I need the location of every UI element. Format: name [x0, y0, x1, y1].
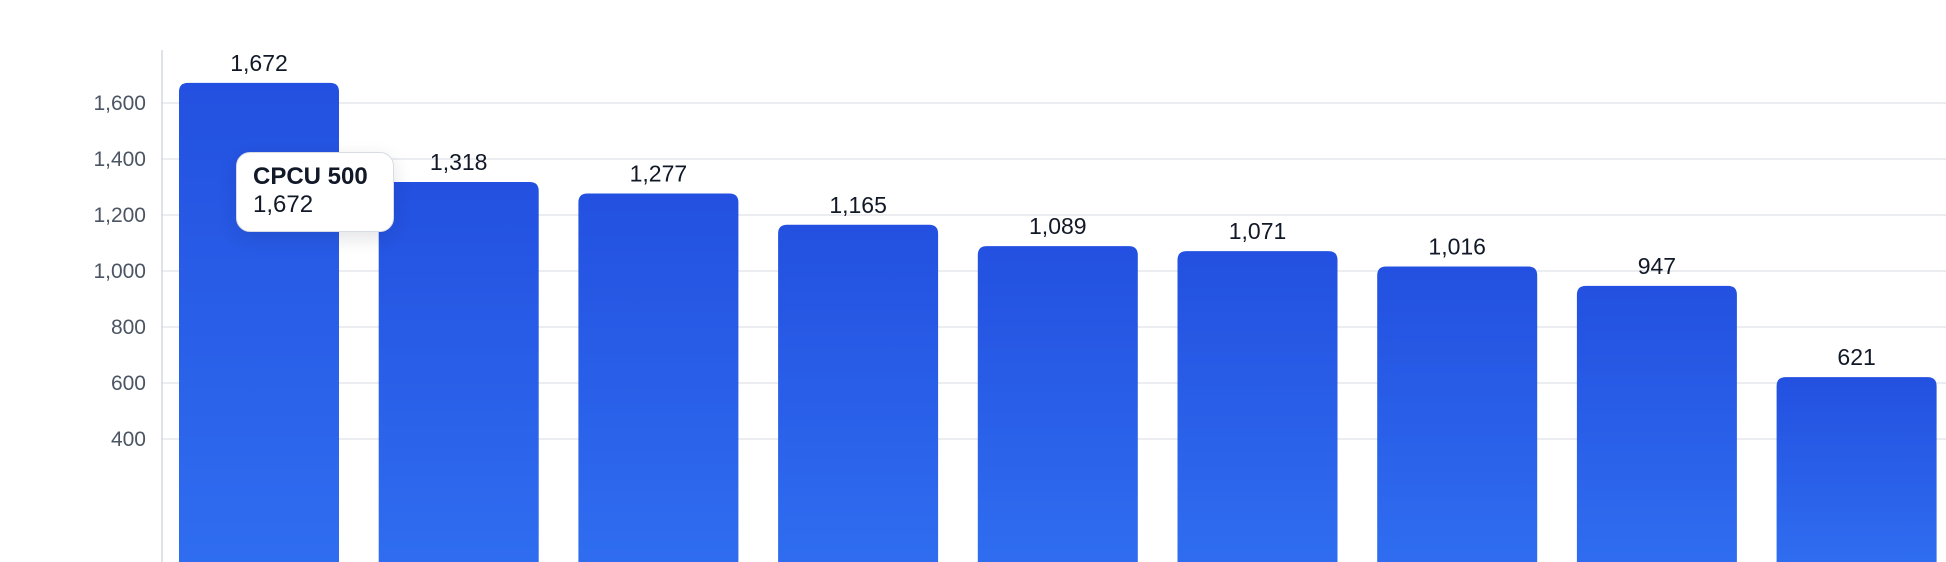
bar[interactable]: [977, 246, 1138, 562]
y-tick-label: 1,400: [93, 148, 146, 171]
bar[interactable]: [1576, 285, 1737, 562]
bar-value-label: 1,089: [1029, 213, 1087, 239]
bar-value-label: 947: [1638, 253, 1676, 279]
bar[interactable]: [1177, 251, 1338, 562]
y-axis: 400 600 800 1,000 1,200 1,400 1,600: [93, 50, 163, 562]
y-tick-label: 1,600: [93, 92, 146, 115]
bar-layer: [179, 82, 1937, 562]
bar-value-label: 1,071: [1229, 218, 1287, 244]
bar[interactable]: [778, 224, 939, 562]
bar-value-label: 1,277: [630, 160, 688, 186]
tooltip-value: 1,672: [253, 191, 314, 218]
bar[interactable]: [578, 193, 739, 562]
bar-tooltip: CPCU 500 1,672: [236, 152, 394, 232]
y-tick-label: 1,200: [93, 204, 146, 227]
y-tick-label: 400: [111, 428, 146, 451]
bar[interactable]: [1377, 266, 1538, 562]
y-tick-label: 600: [111, 372, 146, 395]
y-tick-label: 1,000: [93, 260, 146, 283]
bar-value-label: 1,318: [430, 149, 488, 175]
bar-value-label: 1,016: [1428, 234, 1486, 260]
bar[interactable]: [378, 181, 539, 562]
bar-value-label: 1,672: [230, 50, 288, 76]
y-tick-label: 800: [111, 316, 146, 339]
value-label-layer: 1,672 1,318 1,277 1,165 1,089 1,071 1,016 947 62…: [230, 50, 1876, 370]
bar-value-label: 1,165: [829, 192, 887, 218]
bar-value-label: 621: [1837, 344, 1875, 370]
bar[interactable]: [1776, 377, 1937, 562]
tooltip-title: CPCU 500: [253, 163, 368, 190]
